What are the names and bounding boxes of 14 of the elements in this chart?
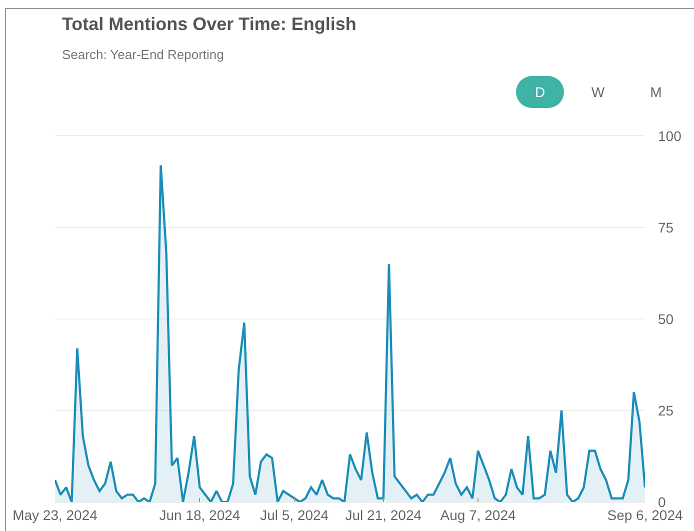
text: D — [516, 76, 564, 108]
text: W — [590, 83, 606, 102]
chart-title: Total Mentions Over Time: English — [62, 14, 356, 35]
x-tick-label: Jul 21, 2024 — [345, 506, 422, 523]
x-tick-label: Jul 5, 2024 — [260, 506, 329, 523]
x-tick-label: Jun 18, 2024 — [159, 506, 240, 523]
y-tick-label: 25 — [658, 402, 674, 418]
chart-subtitle: Search: Year-End Reporting — [62, 47, 224, 62]
x-tick-label: May 23, 2024 — [12, 506, 98, 523]
y-tick-label: 100 — [658, 128, 682, 144]
y-tick-label: 50 — [658, 310, 674, 327]
text: M — [649, 83, 663, 102]
x-tick-label: Aug 7, 2024 — [440, 506, 516, 523]
y-tick-label: 75 — [658, 219, 674, 236]
